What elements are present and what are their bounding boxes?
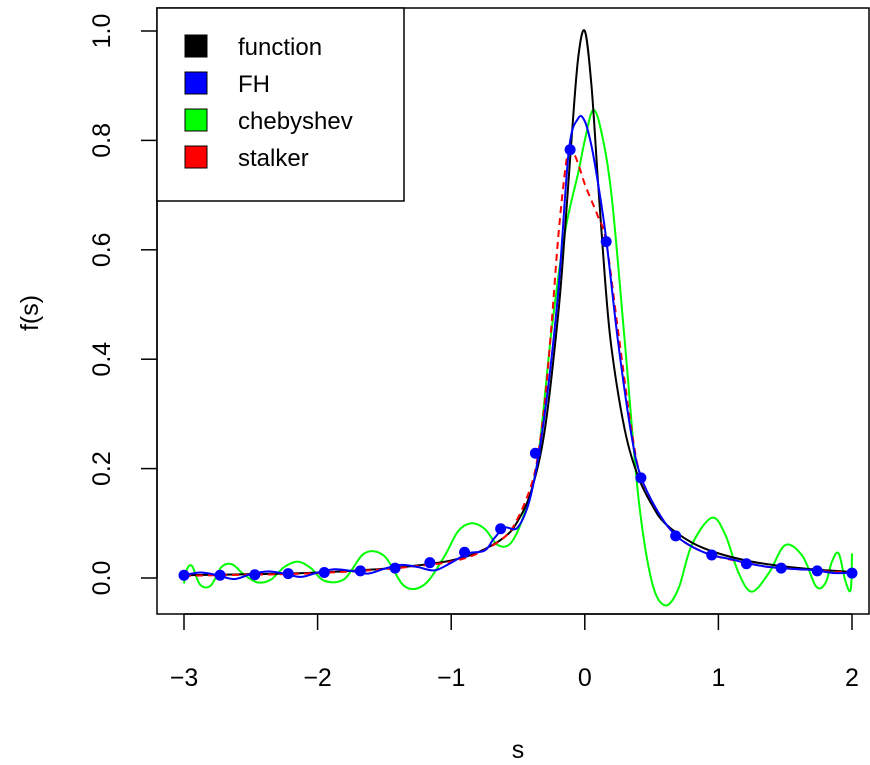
fh-point — [318, 567, 330, 579]
x-tick-label: −2 — [303, 664, 332, 692]
y-axis-title: f(s) — [16, 295, 44, 331]
legend-label-chebyshev: chebyshev — [238, 108, 353, 135]
y-tick-label: 1.0 — [88, 14, 116, 49]
fh-point — [635, 472, 647, 484]
fh-point — [249, 569, 261, 581]
fh-point — [214, 569, 226, 581]
y-tick-label: 0.8 — [88, 123, 116, 158]
x-tick-label: 0 — [578, 664, 592, 692]
fh-point — [600, 236, 612, 248]
series-line-stalker — [183, 149, 853, 577]
fh-point — [740, 558, 752, 570]
y-axis: 0.0 0.2 0.4 0.6 0.8 1.0 — [88, 14, 158, 596]
fh-point — [354, 565, 366, 577]
fh-point — [459, 546, 471, 558]
x-tick-label: 1 — [711, 664, 725, 692]
fh-point — [389, 562, 401, 574]
fh-point — [282, 568, 294, 580]
fh-point — [178, 569, 190, 581]
y-tick-label: 0.6 — [88, 232, 116, 267]
x-tick-label: 2 — [845, 664, 859, 692]
fh-point — [529, 447, 541, 459]
legend-box — [156, 7, 405, 202]
fh-point — [670, 530, 682, 542]
y-tick-label: 0.0 — [88, 561, 116, 596]
legend-label-fh: FH — [238, 71, 270, 98]
legend: function FH chebyshev stalker — [156, 7, 405, 202]
fh-point-markers — [178, 144, 858, 581]
x-tick-label: −1 — [437, 664, 466, 692]
x-tick-label: −3 — [170, 664, 199, 692]
legend-label-stalker: stalker — [238, 145, 309, 172]
fh-point — [495, 523, 507, 535]
legend-swatch-function — [184, 34, 208, 58]
fh-point — [775, 562, 787, 574]
fh-point — [811, 565, 823, 577]
y-tick-label: 0.4 — [88, 342, 116, 377]
fh-point — [424, 557, 436, 569]
x-axis-title: s — [512, 736, 525, 764]
x-axis: −3 −2 −1 0 1 2 — [170, 613, 859, 692]
fh-point — [706, 549, 718, 561]
legend-label-function: function — [238, 34, 322, 61]
fh-point — [564, 144, 576, 156]
legend-swatch-stalker — [184, 145, 208, 169]
fh-point — [846, 567, 858, 579]
legend-swatch-fh — [184, 71, 208, 95]
legend-swatch-chebyshev — [184, 108, 208, 132]
y-tick-label: 0.2 — [88, 451, 116, 486]
